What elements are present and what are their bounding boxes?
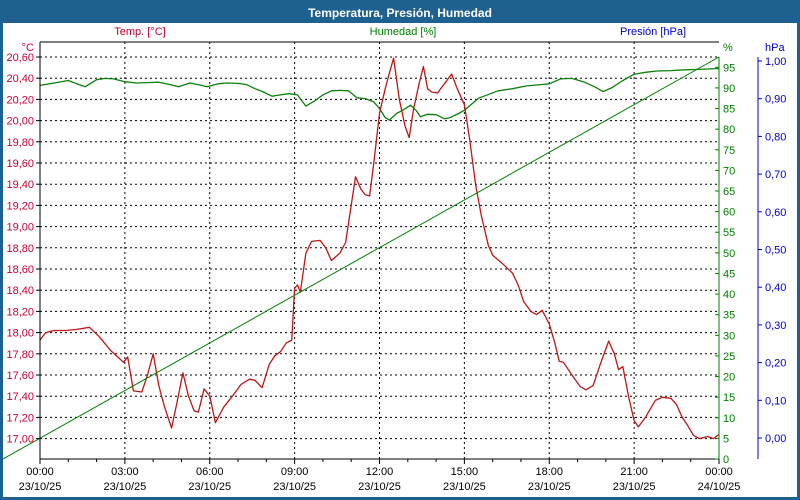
temperature-tick-label: 19,40 xyxy=(6,179,34,191)
pressure-tick-label: 0,90 xyxy=(765,94,786,106)
x-time-label: 15:00 xyxy=(451,466,479,478)
humidity-tick-label: 35 xyxy=(723,310,735,322)
pressure-tick-label: 0,40 xyxy=(765,282,786,294)
x-time-label: 00:00 xyxy=(26,466,54,478)
temperature-tick-label: 17,60 xyxy=(6,370,34,382)
temperature-tick-label: 17,40 xyxy=(6,391,34,403)
temperature-tick-label: 18,40 xyxy=(6,285,34,297)
temperature-tick-label: 18,80 xyxy=(6,243,34,255)
pressure-tick-label: 0,00 xyxy=(765,433,786,445)
humidity-axis-line xyxy=(3,56,720,460)
temperature-axis-ticks: 20,60 20,40 20,20 20,00 19,80 19,60 19,40 19,20… xyxy=(6,52,40,446)
temperature-tick-label: 17,00 xyxy=(6,434,34,446)
x-time-label: 12:00 xyxy=(366,466,394,478)
pressure-tick-label: 0,60 xyxy=(765,207,786,219)
humidity-tick-label: 85 xyxy=(723,104,735,116)
humidity-tick-label: 0 xyxy=(723,454,729,466)
chart-area: Temp. [°C] Humedad [%] Presión [hPa] 20,… xyxy=(3,23,797,497)
x-time-label: 06:00 xyxy=(196,466,224,478)
temperature-tick-label: 20,60 xyxy=(6,52,34,64)
humidity-tick-label: 45 xyxy=(723,268,735,280)
humidity-tick-label: 65 xyxy=(723,186,735,198)
pressure-tick-label: 0,10 xyxy=(765,395,786,407)
humidity-tick-label: 95 xyxy=(723,62,735,74)
x-time-label: 21:00 xyxy=(620,466,648,478)
x-date-label: 23/10/25 xyxy=(528,481,571,493)
temperature-tick-label: 20,20 xyxy=(6,94,34,106)
x-time-label: 00:00 xyxy=(705,466,733,478)
chart-canvas: 20,60 20,40 20,20 20,00 19,80 19,60 19,40 19,20… xyxy=(3,41,786,493)
humidity-tick-label: 40 xyxy=(723,289,735,301)
temperature-tick-label: 18,60 xyxy=(6,264,34,276)
temperature-tick-label: 19,00 xyxy=(6,222,34,234)
pressure-tick-label: 0,80 xyxy=(765,131,786,143)
humidity-tick-label: 30 xyxy=(723,330,735,342)
humidity-tick-label: 60 xyxy=(723,207,735,219)
humidity-series-line xyxy=(39,67,720,121)
humidity-tick-label: 10 xyxy=(723,413,735,425)
humidity-tick-label: 75 xyxy=(723,145,735,157)
legend-temperature: Temp. [°C] xyxy=(114,26,166,38)
temperature-tick-label: 19,60 xyxy=(6,158,34,170)
legend-pressure: Presión [hPa] xyxy=(619,26,687,38)
pressure-tick-label: 0,30 xyxy=(765,320,786,332)
humidity-tick-label: 25 xyxy=(723,351,735,363)
x-date-label: 24/10/25 xyxy=(698,481,741,493)
humidity-unit-label: % xyxy=(723,42,733,54)
humidity-tick-label: 20 xyxy=(723,372,735,384)
temperature-tick-label: 20,00 xyxy=(6,116,34,128)
x-date-label: 23/10/25 xyxy=(358,481,401,493)
x-date-label: 23/10/25 xyxy=(103,481,146,493)
pressure-tick-label: 0,20 xyxy=(765,358,786,370)
pressure-unit-label: hPa xyxy=(765,42,785,54)
legend-humidity: Humedad [%] xyxy=(369,26,437,38)
humidity-tick-label: 80 xyxy=(723,124,735,136)
temperature-tick-label: 20,40 xyxy=(6,73,34,85)
humidity-tick-label: 70 xyxy=(723,165,735,177)
humidity-tick-label: 55 xyxy=(723,227,735,239)
temperature-tick-label: 18,00 xyxy=(6,328,34,340)
pressure-tick-label: 0,50 xyxy=(765,245,786,257)
x-time-label: 03:00 xyxy=(111,466,139,478)
temperature-tick-label: 19,80 xyxy=(6,137,34,149)
x-date-label: 23/10/25 xyxy=(443,481,486,493)
x-time-label: 18:00 xyxy=(535,466,563,478)
temperature-tick-label: 17,20 xyxy=(6,412,34,424)
x-axis-labels: 00:00 23/10/25 03:00 23/10/25 06:00 23/10/25 0… xyxy=(19,466,741,493)
temperature-tick-label: 19,20 xyxy=(6,200,34,212)
humidity-tick-label: 5 xyxy=(723,433,729,445)
window-title: Temperatura, Presión, Humedad xyxy=(308,6,492,20)
pressure-tick-label: 1,00 xyxy=(765,56,786,68)
x-date-label: 23/10/25 xyxy=(188,481,231,493)
x-date-label: 23/10/25 xyxy=(273,481,316,493)
x-date-label: 23/10/25 xyxy=(19,481,62,493)
humidity-tick-label: 50 xyxy=(723,248,735,260)
humidity-tick-label: 15 xyxy=(723,392,735,404)
humidity-tick-label: 90 xyxy=(723,83,735,95)
x-axis-minor-ticks xyxy=(39,459,720,464)
temperature-series-line xyxy=(39,57,720,440)
x-time-label: 09:00 xyxy=(281,466,309,478)
temperature-tick-label: 17,80 xyxy=(6,349,34,361)
temperature-tick-label: 18,20 xyxy=(6,306,34,318)
pressure-tick-label: 0,70 xyxy=(765,169,786,181)
window-title-bar: Temperatura, Presión, Humedad xyxy=(3,3,797,23)
pressure-axis-ticks: 1,00 0,90 0,80 0,70 0,60 0,50 0,40 0,30 0,20 0,10… xyxy=(758,56,786,445)
x-date-label: 23/10/25 xyxy=(613,481,656,493)
temperature-unit-label: °C xyxy=(22,42,34,54)
